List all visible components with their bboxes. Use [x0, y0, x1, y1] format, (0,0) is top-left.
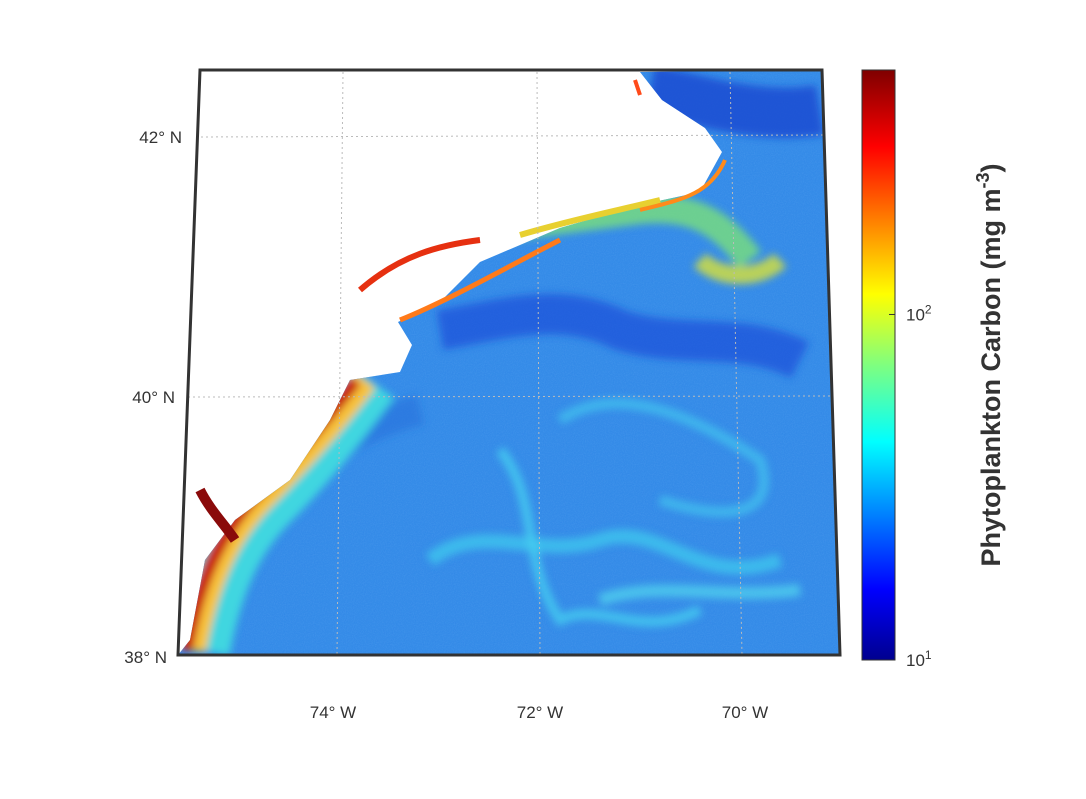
tick-exponent: 2 [925, 302, 932, 316]
lon-label: 72° W [517, 703, 563, 722]
colorbar-tick-label: 102 [906, 302, 932, 324]
label-exponent: -3 [973, 172, 993, 188]
grid-line [336, 71, 344, 656]
lat-label: 38° N [124, 648, 167, 667]
grid-line [187, 395, 833, 398]
lat-label: 42° N [139, 128, 182, 147]
graticule [187, 71, 833, 656]
tick-base: 10 [906, 651, 925, 670]
map-frame [176, 68, 842, 657]
lat-label: 40° N [132, 388, 175, 407]
lon-label: 70° W [722, 703, 768, 722]
colorbar-label: Phytoplankton Carbon (mg m-3) [973, 163, 1006, 566]
colorbar-tick-label: 101 [906, 648, 932, 670]
grid-line [729, 71, 743, 656]
colorbar [861, 69, 896, 661]
tick-base: 10 [906, 305, 925, 324]
tick-exponent: 1 [925, 648, 932, 662]
label-text: Phytoplankton Carbon (mg m [976, 189, 1006, 567]
grid-line [536, 71, 541, 656]
grid-line [195, 134, 827, 138]
lon-label: 74° W [310, 703, 356, 722]
coastal-bands [195, 79, 727, 543]
label-close: ) [976, 163, 1006, 172]
